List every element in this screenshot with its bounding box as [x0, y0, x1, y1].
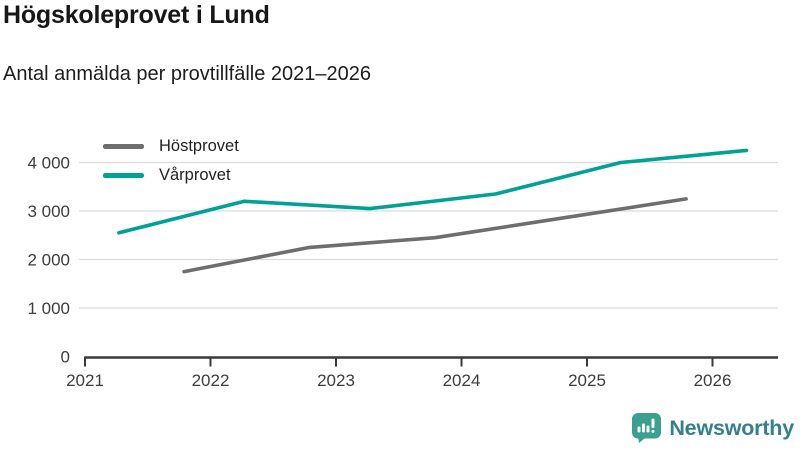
x-axis-tick-label: 2025 — [568, 371, 606, 390]
bar-chart-speech-bubble-icon — [632, 413, 662, 443]
y-axis-tick-label: 2 000 — [27, 251, 70, 270]
series-line-hstprovet — [182, 197, 688, 274]
x-axis-tick-label: 2024 — [443, 371, 481, 390]
chart-subtitle: Antal anmälda per provtillfälle 2021–202… — [3, 63, 372, 85]
page-title: Högskoleprovet i Lund — [3, 1, 270, 29]
legend-label-varprovet: Vårprovet — [159, 166, 231, 184]
newsworthy-logo: Newsworthy — [632, 413, 794, 443]
x-axis-tick-label: 2022 — [192, 371, 230, 390]
y-axis-tick-label: 1 000 — [27, 299, 70, 318]
legend-swatch-varprovet — [103, 173, 144, 178]
x-axis-tick-label: 2026 — [694, 371, 732, 390]
y-axis-tick-label: 3 000 — [27, 202, 70, 221]
brand-name: Newsworthy — [669, 415, 794, 440]
y-axis-tick-label: 0 — [61, 348, 70, 367]
x-axis-tick-label: 2023 — [317, 371, 355, 390]
legend-item-varprovet: Vårprovet — [100, 164, 251, 187]
chart-legend: Höstprovet Vårprovet — [100, 135, 251, 187]
x-axis-tick-label: 2021 — [66, 371, 104, 390]
legend-swatch-hostprovet — [103, 144, 144, 149]
legend-label-hostprovet: Höstprovet — [159, 137, 239, 155]
series-line-vrprovet — [117, 148, 749, 235]
legend-item-hostprovet: Höstprovet — [100, 135, 251, 158]
y-axis-tick-label: 4 000 — [27, 154, 70, 173]
